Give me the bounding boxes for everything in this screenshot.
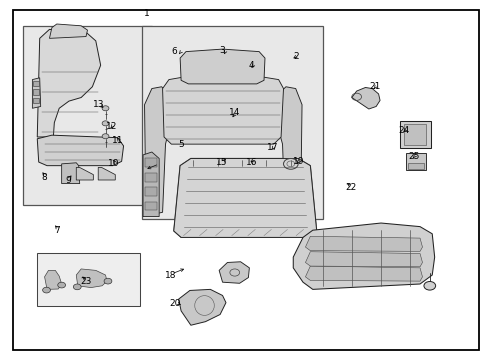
Bar <box>37 253 140 306</box>
Text: 13: 13 <box>92 100 104 109</box>
Text: 3: 3 <box>219 46 225 55</box>
Bar <box>399 121 430 148</box>
Polygon shape <box>49 24 87 39</box>
Circle shape <box>73 284 81 290</box>
Polygon shape <box>180 49 264 84</box>
Bar <box>22 26 152 205</box>
Bar <box>144 187 157 196</box>
Polygon shape <box>305 252 422 267</box>
Circle shape <box>102 121 109 126</box>
Bar <box>404 124 426 145</box>
Circle shape <box>423 282 435 290</box>
Circle shape <box>102 106 109 111</box>
Polygon shape <box>162 72 283 144</box>
Polygon shape <box>305 236 422 251</box>
Text: 14: 14 <box>228 108 240 117</box>
Text: 16: 16 <box>245 158 257 167</box>
Text: 23: 23 <box>80 276 92 285</box>
Text: 9: 9 <box>65 176 71 185</box>
Polygon shape <box>173 158 316 237</box>
Text: 11: 11 <box>112 136 123 145</box>
Text: 24: 24 <box>398 126 409 135</box>
Bar <box>33 89 39 95</box>
Bar <box>144 173 157 182</box>
Polygon shape <box>61 163 80 184</box>
Polygon shape <box>44 270 61 289</box>
Text: 2: 2 <box>292 52 298 61</box>
Text: 8: 8 <box>41 173 47 182</box>
Text: 19: 19 <box>293 157 304 166</box>
Text: 17: 17 <box>266 143 278 152</box>
Bar <box>33 81 39 86</box>
Text: 18: 18 <box>164 270 176 279</box>
Polygon shape <box>37 135 123 166</box>
Text: 15: 15 <box>215 158 227 167</box>
Polygon shape <box>98 167 115 180</box>
Polygon shape <box>278 87 302 216</box>
Text: 6: 6 <box>171 47 176 56</box>
Bar <box>142 26 322 220</box>
Circle shape <box>104 278 112 284</box>
Polygon shape <box>293 223 434 289</box>
Bar <box>144 202 157 211</box>
Polygon shape <box>76 269 107 288</box>
Bar <box>33 98 39 103</box>
Text: 7: 7 <box>54 226 60 235</box>
Polygon shape <box>219 262 249 283</box>
Polygon shape <box>144 87 168 216</box>
Text: 21: 21 <box>369 82 380 91</box>
Circle shape <box>58 282 65 288</box>
Polygon shape <box>37 30 101 137</box>
Polygon shape <box>178 289 225 325</box>
Polygon shape <box>305 266 422 281</box>
Text: 5: 5 <box>178 140 183 149</box>
Circle shape <box>42 287 50 293</box>
Text: 25: 25 <box>407 152 419 161</box>
Text: 22: 22 <box>345 183 356 192</box>
Bar <box>144 158 157 167</box>
Polygon shape <box>32 78 41 108</box>
Text: 12: 12 <box>106 122 117 131</box>
Text: 10: 10 <box>108 159 120 168</box>
Polygon shape <box>173 158 316 237</box>
Circle shape <box>102 134 109 139</box>
Text: 1: 1 <box>144 9 149 18</box>
Polygon shape <box>143 152 159 217</box>
Polygon shape <box>351 87 379 109</box>
Bar <box>406 153 425 170</box>
Text: 20: 20 <box>169 299 181 308</box>
Text: 4: 4 <box>248 61 254 70</box>
Polygon shape <box>76 167 93 180</box>
Bar <box>407 163 424 169</box>
